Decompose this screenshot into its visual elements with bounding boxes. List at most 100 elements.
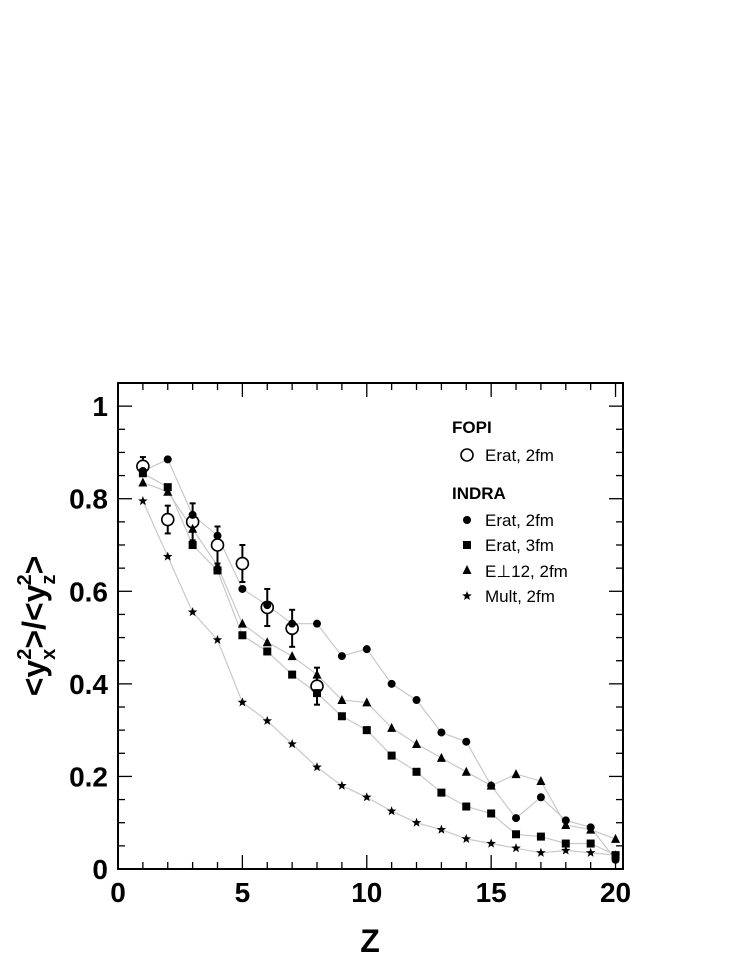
svg-text:<yx2>/<yz2>: <yx2>/<yz2> (14, 556, 60, 697)
series-markers (136, 455, 621, 864)
series-4-point (511, 843, 521, 853)
series-1-point (238, 584, 247, 593)
series-1-point (462, 737, 471, 746)
series-2-point (387, 751, 396, 760)
y-tick-label: 0 (92, 854, 108, 885)
series-2-point (362, 726, 371, 735)
tick-labels: 0 5 10 15 20 0 0.2 0.4 0.6 0.8 1 (69, 391, 631, 908)
series-3-point (262, 637, 272, 647)
legend-marker-indra-erat-2fm (463, 516, 471, 524)
y-tick-label: 0.2 (69, 761, 108, 792)
series-4-point (610, 850, 621, 860)
series-2-point (561, 839, 570, 848)
series-1-point (437, 728, 446, 737)
series-2-point (462, 802, 471, 811)
series-3-point (188, 523, 198, 533)
legend-label-fopi-erat-2fm: Erat, 2fm (485, 446, 554, 465)
series-1-point (362, 645, 371, 654)
series-2-point (487, 809, 496, 818)
series-3-point (461, 766, 471, 776)
series-1-point (213, 531, 222, 540)
series-2-line (142, 472, 616, 856)
series-4-point (287, 739, 297, 749)
series-4-point (585, 847, 596, 857)
series-1-point (512, 814, 521, 823)
series-2-point (412, 767, 421, 776)
series-2-point (138, 469, 147, 478)
series-4-point (212, 634, 223, 644)
series-3-point (362, 697, 372, 707)
series-3-point (337, 695, 347, 705)
series-3-point (611, 833, 621, 843)
series-2-point (288, 670, 297, 679)
legend-label-indra-eperp-2fm: E⊥12, 2fm (485, 562, 568, 581)
series-1-point (337, 652, 346, 661)
series-4-point (386, 806, 397, 816)
series-3-point (412, 739, 422, 749)
series-2-point (188, 541, 197, 549)
series-1-point (288, 619, 297, 628)
legend-label-indra-erat-2fm: Erat, 2fm (485, 511, 554, 530)
series-1-point (163, 455, 172, 464)
series-3-line (142, 481, 616, 840)
series-2-point (263, 647, 272, 656)
series-4-point (436, 824, 447, 834)
series-4-point (536, 847, 546, 857)
legend-marker-indra-mult-2fm (462, 591, 472, 601)
series-4-point (312, 762, 322, 772)
series-2-point (536, 832, 545, 841)
series-2-point (313, 689, 322, 698)
x-tick-label: 0 (110, 877, 126, 908)
series-3-point (287, 651, 297, 661)
x-tick-label: 15 (476, 877, 507, 908)
x-tick-label: 5 (235, 877, 251, 908)
x-tick-label: 20 (600, 877, 631, 908)
series-3-point (436, 752, 446, 762)
legend-marker-fopi-erat-2fm (460, 448, 474, 462)
legend: FOPI Erat, 2fm INDRA Erat, 2fm Erat, 3fm… (452, 418, 568, 606)
series-3-point (138, 477, 148, 487)
series-1-point (263, 601, 272, 610)
series-3-point (561, 820, 571, 830)
plot-frame (117, 382, 624, 870)
series-0-point (235, 556, 250, 571)
series-4-line (142, 500, 616, 856)
series-4-point (486, 838, 496, 848)
x-tick-label: 10 (351, 877, 382, 908)
series-4-point (411, 817, 422, 827)
legend-group-title-fopi: FOPI (452, 418, 492, 437)
series-3-point (213, 560, 223, 570)
y-tick-label: 1 (92, 391, 108, 422)
y-axis-title: <yx2>/<yz2> (14, 556, 60, 697)
series-3-point (163, 486, 173, 496)
legend-marker-indra-eperp-2fm (462, 565, 472, 574)
series-1-point (313, 619, 322, 628)
legend-label-indra-erat-3fm: Erat, 3fm (485, 536, 554, 555)
series-4-point (561, 845, 571, 855)
y-tick-label: 0.8 (69, 484, 108, 515)
series-3-point (237, 618, 247, 628)
series-3-point (586, 824, 596, 834)
legend-label-indra-mult-2fm: Mult, 2fm (485, 587, 555, 606)
series-1-point (536, 793, 545, 802)
series-2-point (213, 566, 222, 575)
x-axis-title: Z (360, 923, 380, 959)
series-4-point (163, 551, 173, 561)
series-3-point (536, 776, 546, 786)
series-2-point (586, 839, 595, 848)
series-4-point (337, 780, 347, 790)
series-1-point (412, 696, 421, 705)
series-2-point (238, 631, 247, 640)
series-0-point (160, 512, 175, 527)
series-2-point (512, 830, 521, 839)
series-4-point (461, 833, 472, 843)
legend-marker-indra-erat-3fm (463, 541, 471, 549)
series-1-point (188, 510, 197, 519)
y-tick-label: 0.4 (69, 669, 108, 700)
series-4-point (262, 715, 273, 725)
series-4-point (362, 792, 372, 802)
series-4-point (138, 496, 148, 506)
series-2-point (437, 788, 446, 797)
series-4-point (187, 607, 198, 617)
